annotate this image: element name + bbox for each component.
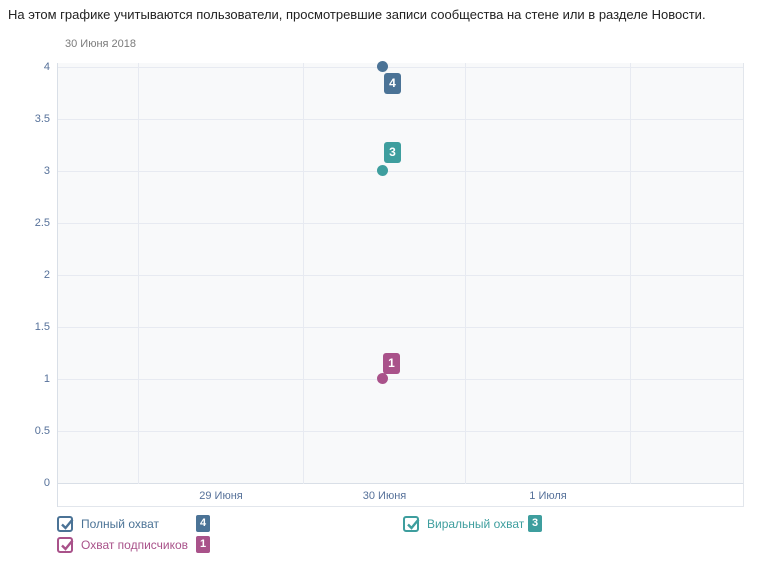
y-axis-tick: 2 [43, 269, 50, 281]
gridline-h [58, 275, 743, 276]
legend-value-badge-full-reach: 4 [196, 515, 210, 532]
y-axis-tick: 1 [43, 373, 50, 385]
gridline-v [303, 63, 304, 507]
x-axis-label: 30 Июня [362, 490, 407, 502]
gridline-v [630, 63, 631, 507]
plot-background [58, 63, 743, 484]
gridline-h [58, 119, 743, 120]
gridline-h [58, 171, 743, 172]
gridline-v [465, 63, 466, 507]
data-point-label-viral-reach: 3 [384, 142, 401, 163]
gridline-h [58, 223, 743, 224]
y-axis-tick: 3 [43, 165, 50, 177]
legend-checkbox-viral-reach[interactable] [403, 515, 420, 532]
gridline-h [58, 379, 743, 380]
legend-item-full-reach[interactable]: Полный охват [57, 515, 159, 532]
data-point-label-subscribers-reach: 1 [383, 353, 400, 374]
checkmark-icon [61, 539, 74, 551]
checkmark-icon [61, 518, 74, 530]
chart-description: На этом графике учитываются пользователи… [8, 7, 706, 22]
data-point-full-reach[interactable] [377, 61, 388, 72]
data-point-label-full-reach: 4 [384, 73, 401, 94]
y-axis-tick: 4 [43, 61, 50, 73]
gridline-h [58, 431, 743, 432]
y-axis-tick: 3.5 [34, 113, 50, 125]
legend-label: Виральный охват [427, 516, 525, 531]
legend-value-badge-subscribers-reach: 1 [196, 536, 210, 553]
plot-area: 29 Июня 30 Июня 1 Июля [57, 63, 744, 507]
y-axis-tick: 1.5 [34, 321, 50, 333]
checkmark-icon [407, 518, 420, 530]
legend-checkbox-full-reach[interactable] [57, 515, 74, 532]
gridline-h [58, 327, 743, 328]
x-axis-band [58, 484, 743, 507]
legend-value-badge-viral-reach: 3 [528, 515, 542, 532]
y-axis-tick: 0 [43, 477, 50, 489]
hover-date-label: 30 Июня 2018 [65, 38, 137, 50]
data-point-viral-reach[interactable] [377, 165, 388, 176]
y-axis-tick: 2.5 [34, 217, 50, 229]
x-axis-label: 29 Июня [199, 490, 243, 502]
gridline-v [138, 63, 139, 507]
y-axis-tick: 0.5 [34, 425, 50, 437]
legend-item-viral-reach[interactable]: Виральный охват [403, 515, 524, 532]
gridline-h [58, 67, 743, 68]
legend-item-subscribers-reach[interactable]: Охват подписчиков [57, 536, 188, 553]
data-point-subscribers-reach[interactable] [377, 373, 388, 384]
legend-label: Охват подписчиков [81, 537, 189, 552]
x-axis-label: 1 Июля [529, 490, 567, 502]
legend-checkbox-subscribers-reach[interactable] [57, 536, 74, 553]
legend-label: Полный охват [81, 516, 160, 531]
